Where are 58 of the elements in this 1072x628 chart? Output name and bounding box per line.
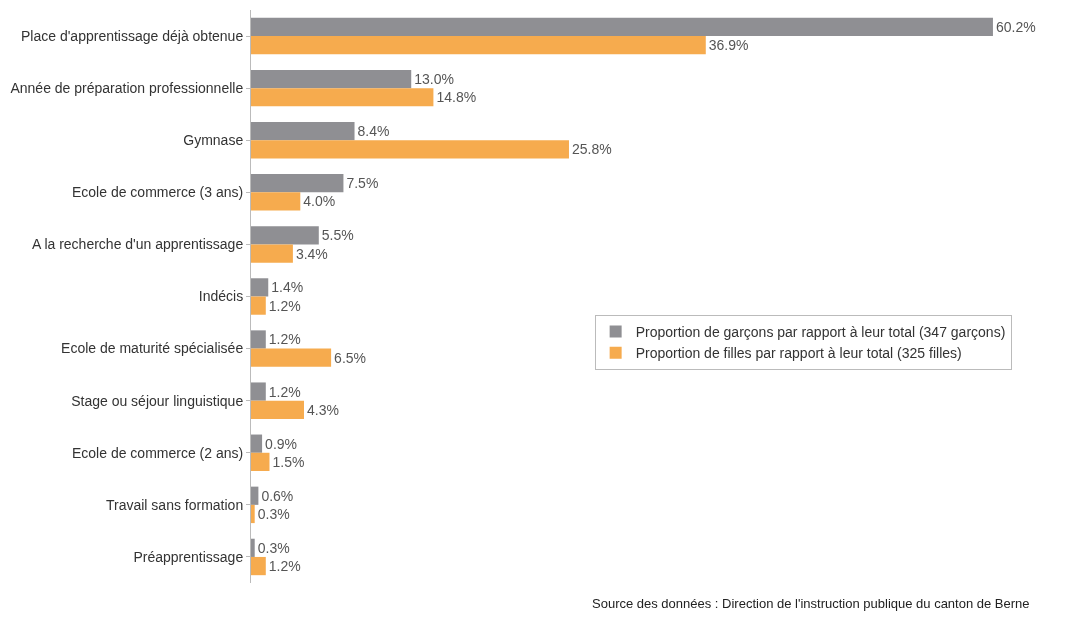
data-label: 60.2% bbox=[995, 18, 1036, 35]
data-label: 5.5% bbox=[321, 227, 354, 244]
bar bbox=[251, 382, 266, 401]
data-label: 1.2% bbox=[268, 297, 301, 314]
bar bbox=[251, 486, 259, 505]
bar bbox=[251, 244, 293, 263]
bar bbox=[251, 348, 332, 367]
bar bbox=[251, 452, 270, 471]
data-label: 7.5% bbox=[346, 175, 379, 192]
bar bbox=[251, 174, 344, 193]
y-tick-label: Stage ou séjour linguistique bbox=[71, 392, 244, 409]
y-tick-label: Place d'apprentissage déjà obtenue bbox=[21, 27, 244, 44]
bar bbox=[251, 556, 266, 576]
data-label: 6.5% bbox=[334, 349, 367, 366]
y-tick-label: Gymnase bbox=[183, 132, 244, 149]
data-label: 36.9% bbox=[708, 37, 749, 54]
data-label: 0.6% bbox=[261, 487, 294, 504]
y-tick-label: A la recherche d'un apprentissage bbox=[31, 236, 244, 253]
bar bbox=[251, 88, 434, 107]
data-label: 0.3% bbox=[257, 505, 290, 522]
bar bbox=[251, 17, 993, 37]
y-tick-label: Travail sans formation bbox=[106, 496, 244, 513]
bar bbox=[251, 69, 412, 89]
data-label: 1.2% bbox=[268, 558, 301, 575]
bar bbox=[251, 400, 304, 419]
source-note: Source des données : Direction de l'instruction publique du canton de Berne bbox=[592, 596, 1030, 611]
data-label: 25.8% bbox=[571, 141, 612, 158]
bar bbox=[251, 504, 255, 524]
bar bbox=[251, 278, 269, 297]
legend-label: Proportion de filles par rapport à leur total (325 filles) bbox=[635, 345, 962, 362]
bar bbox=[251, 226, 319, 245]
bar bbox=[251, 140, 569, 159]
data-label: 13.0% bbox=[414, 71, 454, 88]
bar bbox=[251, 192, 301, 211]
bar bbox=[251, 36, 706, 55]
data-label: 14.8% bbox=[436, 89, 477, 106]
bar bbox=[251, 122, 355, 141]
data-label: 0.3% bbox=[257, 539, 290, 556]
data-label: 1.5% bbox=[272, 453, 305, 470]
data-label: 1.2% bbox=[268, 331, 301, 348]
data-label: 0.9% bbox=[265, 435, 298, 452]
y-tick-label: Année de préparation professionnelle bbox=[10, 80, 244, 97]
y-tick-label: Ecole de maturité spécialisée bbox=[61, 340, 244, 357]
data-label: 8.4% bbox=[357, 123, 390, 140]
y-tick-label: Ecole de commerce (2 ans) bbox=[72, 444, 244, 461]
bar bbox=[251, 296, 266, 315]
bar bbox=[251, 434, 263, 453]
y-tick-label: Indécis bbox=[198, 288, 244, 305]
y-tick-label: Préapprentissage bbox=[133, 548, 244, 565]
bar bbox=[251, 538, 255, 557]
legend-label: Proportion de garçons par rapport à leur total (347 garçons) bbox=[635, 323, 1006, 340]
bar bbox=[251, 330, 266, 349]
data-label: 1.4% bbox=[271, 279, 304, 296]
y-tick-label: Ecole de commerce (3 ans) bbox=[72, 184, 244, 201]
data-label: 4.0% bbox=[303, 193, 336, 210]
data-label: 4.3% bbox=[307, 401, 339, 418]
data-label: 3.4% bbox=[295, 245, 328, 262]
data-label: 1.2% bbox=[268, 383, 301, 400]
